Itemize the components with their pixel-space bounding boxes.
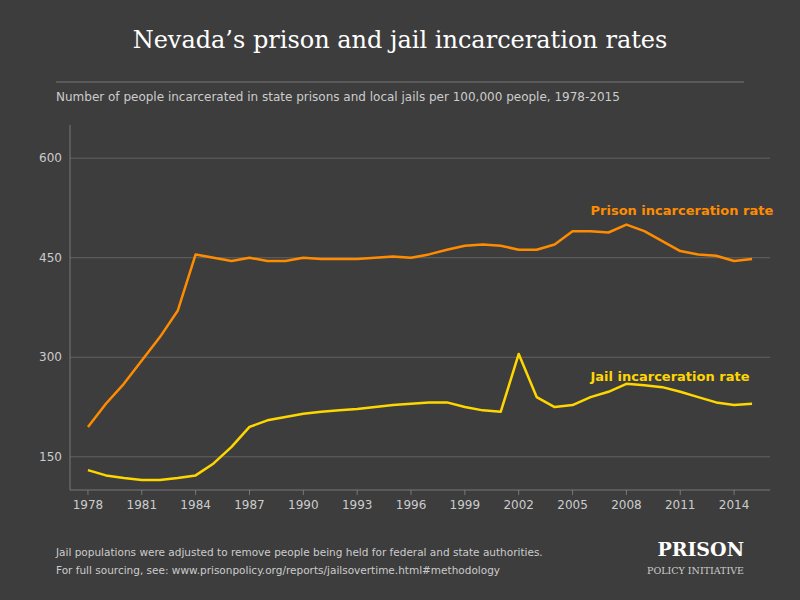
series-line [88,354,752,480]
x-tick [87,490,88,495]
x-tick [141,490,142,495]
x-tick [518,490,519,495]
title-separator [56,82,744,83]
series-line [88,225,752,427]
series-label: Jail incarceration rate [590,369,750,384]
x-tick-label: 1987 [234,498,265,512]
x-tick [572,490,573,495]
x-axis-line [70,490,770,491]
x-tick [303,490,304,495]
y-axis-line [70,125,71,490]
x-tick-label: 1999 [450,498,481,512]
x-tick-label: 2014 [719,498,750,512]
background [0,0,800,600]
title: Nevada’s prison and jail incarceration r… [133,26,668,54]
footnote: Jail populations were adjusted to remove… [55,546,543,558]
x-tick [411,490,412,495]
x-tick-label: 1984 [180,498,211,512]
y-tick-label: 150 [39,450,62,464]
x-tick [464,490,465,495]
x-tick-label: 2011 [665,498,696,512]
x-tick [626,490,627,495]
grid-line [70,456,770,457]
logo-subtext: POLICY INITIATIVE [647,565,744,576]
grid-line [70,257,770,258]
x-tick [680,490,681,495]
x-tick-label: 1996 [396,498,427,512]
x-tick [249,490,250,495]
x-tick [357,490,358,495]
series-lines [88,225,752,480]
y-tick-label: 300 [39,350,62,364]
subtitle: Number of people incarcerated in state p… [56,90,620,104]
x-tick-label: 2008 [611,498,642,512]
grid-line [70,158,770,159]
y-tick-label: 450 [39,251,62,265]
x-tick-label: 1978 [73,498,104,512]
grid-line [70,357,770,358]
logo-text: PRISON [657,538,744,560]
x-tick [734,490,735,495]
x-tick [195,490,196,495]
footnote: For full sourcing, see: www.prisonpolicy… [56,564,500,576]
series-label: Prison incarceration rate [591,203,774,218]
x-tick-label: 2005 [557,498,588,512]
x-tick-label: 1981 [127,498,158,512]
x-tick-label: 2002 [503,498,534,512]
x-tick-label: 1993 [342,498,373,512]
chart: Nevada’s prison and jail incarceration r… [0,0,800,600]
y-tick-label: 600 [39,151,62,165]
x-tick-label: 1990 [288,498,319,512]
